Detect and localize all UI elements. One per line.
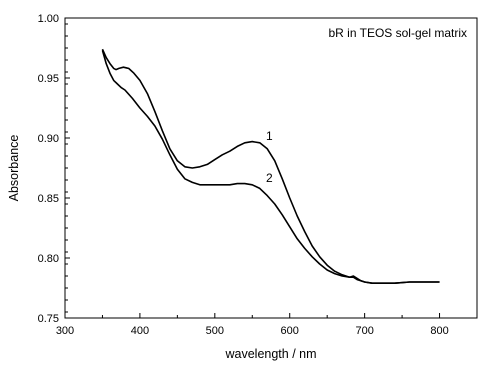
- x-axis-title: wavelength / nm: [224, 347, 316, 361]
- y-axis-title: Absorbance: [7, 135, 21, 202]
- y-tick-label: 1.00: [38, 13, 59, 25]
- series-lines: [101, 48, 440, 284]
- series-label-1: 1: [266, 129, 273, 143]
- x-tick-label: 500: [206, 325, 224, 337]
- x-tick-label: 800: [430, 325, 448, 337]
- y-tick-label: 0.95: [38, 73, 59, 85]
- axis-tick-labels: 300 400 500 600 700 800 0.75 0.80 0.85 0.90 0.95 1.…: [38, 13, 449, 337]
- y-tick-label: 0.90: [38, 133, 59, 145]
- chart-annotation: bR in TEOS sol-gel matrix: [329, 26, 468, 40]
- x-tick-label: 400: [131, 325, 149, 337]
- series-line-1: [101, 48, 440, 284]
- plot-frame: [64, 17, 478, 319]
- x-tick-label: 700: [355, 325, 373, 337]
- axis-ticks: [64, 17, 441, 319]
- x-tick-label: 300: [56, 325, 74, 337]
- x-tick-label: 600: [281, 325, 299, 337]
- series-label-2: 2: [266, 171, 273, 185]
- y-tick-label: 0.80: [38, 253, 59, 265]
- series-labels: 12: [266, 129, 273, 185]
- series-line-2: [101, 50, 440, 284]
- y-tick-label: 0.85: [38, 193, 59, 205]
- y-tick-label: 0.75: [38, 313, 59, 325]
